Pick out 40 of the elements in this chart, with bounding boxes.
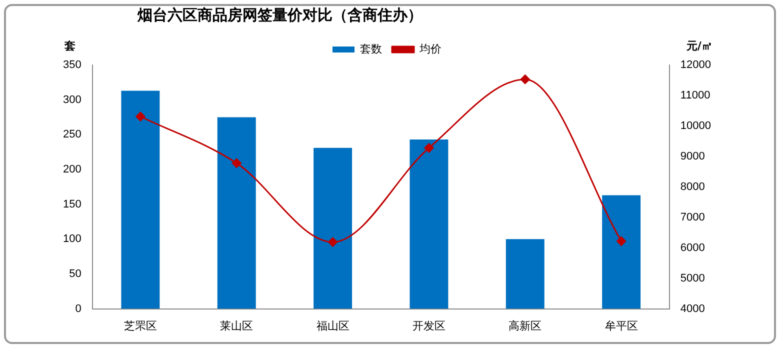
bar xyxy=(410,140,448,309)
x-tick-label: 莱山区 xyxy=(220,319,254,332)
y2-tick-label: 9000 xyxy=(680,150,705,162)
y2-tick-label: 5000 xyxy=(680,272,705,284)
point xyxy=(520,74,530,84)
x-tick-label: 开发区 xyxy=(412,320,446,332)
point xyxy=(136,112,146,122)
y2-tick-label: 11000 xyxy=(680,90,710,102)
y2-tick-label: 10000 xyxy=(680,120,712,132)
x-tick-label: 牟平区 xyxy=(604,319,638,332)
legend-label: 套数 xyxy=(360,44,382,56)
y-tick-label: 100 xyxy=(62,233,82,246)
point xyxy=(328,237,338,247)
y2-axis-title: 元/㎡ xyxy=(685,39,712,52)
y-tick-label: 350 xyxy=(62,59,82,72)
bar xyxy=(506,239,544,309)
x-tick-label: 芝罘区 xyxy=(124,319,157,332)
y2-tick-label: 4000 xyxy=(680,302,705,315)
bar xyxy=(217,117,256,309)
point xyxy=(232,158,242,168)
point xyxy=(424,143,434,153)
y2-tick-label: 6000 xyxy=(680,242,705,254)
y-tick-label: 200 xyxy=(62,164,82,176)
y-tick-label: 250 xyxy=(62,128,82,141)
legend-label: 均价 xyxy=(418,44,442,56)
point xyxy=(616,236,626,246)
y2-tick-label: 8000 xyxy=(680,180,705,193)
x-tick-label: 高新区 xyxy=(508,319,542,332)
y-tick-label: 0 xyxy=(75,302,82,315)
bar xyxy=(121,90,160,309)
y-tick-label: 300 xyxy=(62,94,82,106)
y-axis-title: 套 xyxy=(64,39,76,52)
x-tick-label: 福山区 xyxy=(316,319,350,332)
y-tick-label: 150 xyxy=(62,198,82,210)
bar xyxy=(314,148,352,309)
y-tick-label: 50 xyxy=(69,268,82,280)
chart-title: 烟台六区商品房网签量价对比（含商住办） xyxy=(136,6,424,25)
bar xyxy=(602,195,641,309)
y2-tick-label: 7000 xyxy=(680,211,705,224)
y2-tick-label: 12000 xyxy=(680,59,712,72)
